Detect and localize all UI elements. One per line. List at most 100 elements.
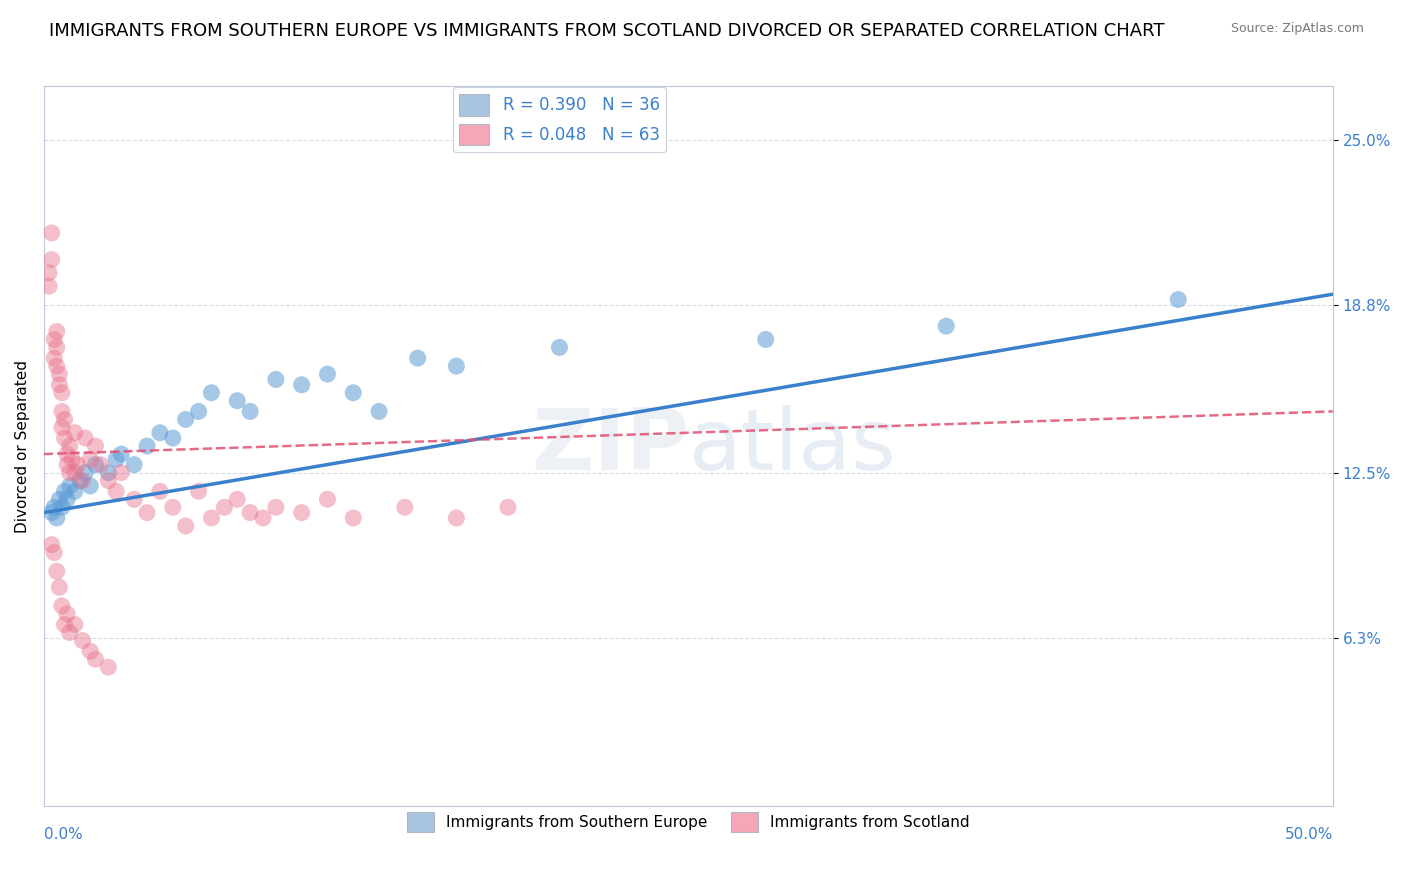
Point bbox=[48, 580, 70, 594]
Point bbox=[72, 633, 94, 648]
Point bbox=[45, 341, 67, 355]
Point bbox=[53, 484, 76, 499]
Point bbox=[44, 351, 66, 365]
Point bbox=[174, 519, 197, 533]
Point bbox=[105, 484, 128, 499]
Point bbox=[149, 484, 172, 499]
Point bbox=[44, 333, 66, 347]
Point bbox=[214, 500, 236, 515]
Point bbox=[226, 492, 249, 507]
Point bbox=[56, 447, 79, 461]
Point bbox=[44, 500, 66, 515]
Point bbox=[56, 458, 79, 472]
Point bbox=[97, 474, 120, 488]
Point bbox=[110, 447, 132, 461]
Point bbox=[291, 506, 314, 520]
Point bbox=[51, 420, 73, 434]
Point bbox=[316, 367, 339, 381]
Point bbox=[69, 474, 91, 488]
Text: 0.0%: 0.0% bbox=[44, 827, 83, 842]
Point bbox=[342, 511, 364, 525]
Point bbox=[446, 511, 468, 525]
Point bbox=[1167, 293, 1189, 307]
Text: 50.0%: 50.0% bbox=[1285, 827, 1333, 842]
Point bbox=[149, 425, 172, 440]
Point bbox=[342, 385, 364, 400]
Point bbox=[187, 404, 209, 418]
Point bbox=[56, 607, 79, 621]
Point bbox=[136, 439, 159, 453]
Point bbox=[394, 500, 416, 515]
Text: IMMIGRANTS FROM SOUTHERN EUROPE VS IMMIGRANTS FROM SCOTLAND DIVORCED OR SEPARATE: IMMIGRANTS FROM SOUTHERN EUROPE VS IMMIG… bbox=[49, 22, 1164, 40]
Point bbox=[48, 492, 70, 507]
Point bbox=[60, 452, 83, 467]
Legend: Immigrants from Southern Europe, Immigrants from Scotland: Immigrants from Southern Europe, Immigra… bbox=[401, 805, 976, 838]
Y-axis label: Divorced or Separated: Divorced or Separated bbox=[15, 359, 30, 533]
Point bbox=[316, 492, 339, 507]
Point bbox=[63, 425, 86, 440]
Point bbox=[84, 439, 107, 453]
Point bbox=[48, 377, 70, 392]
Point bbox=[63, 466, 86, 480]
Point bbox=[406, 351, 429, 365]
Point bbox=[59, 625, 82, 640]
Point bbox=[755, 333, 778, 347]
Point bbox=[45, 564, 67, 578]
Point bbox=[291, 377, 314, 392]
Point bbox=[56, 492, 79, 507]
Point bbox=[51, 599, 73, 613]
Point bbox=[51, 500, 73, 515]
Point bbox=[368, 404, 391, 418]
Point bbox=[75, 466, 97, 480]
Point bbox=[226, 393, 249, 408]
Point bbox=[252, 511, 274, 525]
Point bbox=[63, 484, 86, 499]
Point bbox=[41, 226, 63, 240]
Point bbox=[53, 412, 76, 426]
Point bbox=[41, 506, 63, 520]
Point bbox=[200, 385, 222, 400]
Point bbox=[174, 412, 197, 426]
Point bbox=[79, 644, 101, 658]
Point bbox=[187, 484, 209, 499]
Point bbox=[41, 538, 63, 552]
Point bbox=[122, 458, 145, 472]
Point bbox=[548, 341, 571, 355]
Point bbox=[45, 511, 67, 525]
Point bbox=[41, 252, 63, 267]
Point bbox=[239, 404, 262, 418]
Point bbox=[72, 474, 94, 488]
Text: Source: ZipAtlas.com: Source: ZipAtlas.com bbox=[1230, 22, 1364, 36]
Point bbox=[59, 479, 82, 493]
Point bbox=[75, 431, 97, 445]
Point bbox=[97, 466, 120, 480]
Point bbox=[90, 458, 112, 472]
Point bbox=[162, 431, 184, 445]
Point bbox=[45, 325, 67, 339]
Point bbox=[84, 458, 107, 472]
Point bbox=[496, 500, 519, 515]
Point bbox=[53, 617, 76, 632]
Point bbox=[59, 466, 82, 480]
Point bbox=[239, 506, 262, 520]
Point bbox=[45, 359, 67, 373]
Point bbox=[53, 431, 76, 445]
Point bbox=[97, 660, 120, 674]
Point bbox=[264, 500, 287, 515]
Point bbox=[110, 466, 132, 480]
Point bbox=[84, 652, 107, 666]
Point bbox=[51, 404, 73, 418]
Point bbox=[162, 500, 184, 515]
Point bbox=[79, 479, 101, 493]
Point bbox=[63, 617, 86, 632]
Point bbox=[105, 452, 128, 467]
Point bbox=[79, 452, 101, 467]
Point bbox=[446, 359, 468, 373]
Point bbox=[59, 439, 82, 453]
Point bbox=[38, 279, 60, 293]
Text: atlas: atlas bbox=[689, 405, 897, 488]
Point bbox=[48, 367, 70, 381]
Point bbox=[200, 511, 222, 525]
Point bbox=[264, 372, 287, 386]
Point bbox=[136, 506, 159, 520]
